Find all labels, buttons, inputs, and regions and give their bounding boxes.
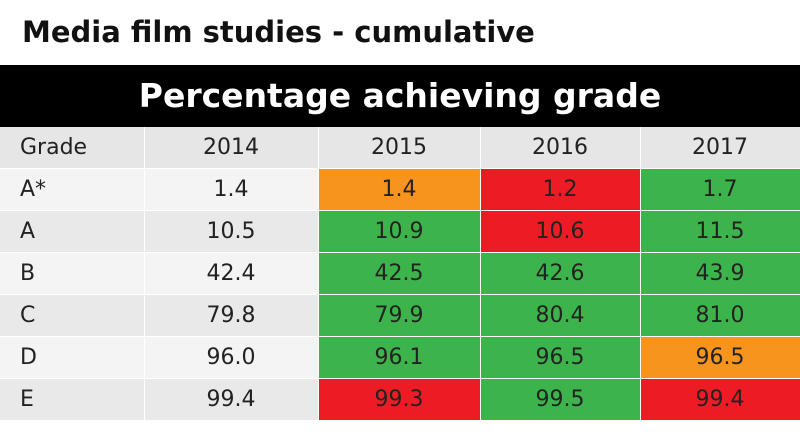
table-header-row: Grade 2014 2015 2016 2017	[0, 127, 800, 169]
value-cell: 99.3	[318, 378, 481, 421]
value-cell: 1.4	[144, 168, 319, 211]
value-cell: 96.5	[640, 336, 800, 379]
value-cell: 99.4	[640, 378, 800, 421]
table-row: A* 1.4 1.4 1.2 1.7	[0, 168, 800, 211]
table-row: D 96.0 96.1 96.5 96.5	[0, 336, 800, 379]
value-cell: 10.9	[318, 210, 481, 253]
value-cell: 96.0	[144, 336, 319, 379]
value-cell: 96.5	[480, 336, 641, 379]
table-row: E 99.4 99.3 99.5 99.4	[0, 378, 800, 421]
value-cell: 43.9	[640, 252, 800, 295]
grades-table: Grade 2014 2015 2016 2017 A* 1.4 1.4 1.2 1.7…	[0, 127, 800, 421]
value-cell: 42.6	[480, 252, 641, 295]
grade-cell: B	[0, 252, 145, 295]
value-cell: 1.2	[480, 168, 641, 211]
column-header-2014: 2014	[144, 127, 319, 169]
table-row: A 10.5 10.9 10.6 11.5	[0, 210, 800, 253]
value-cell: 10.5	[144, 210, 319, 253]
column-header-grade: Grade	[0, 127, 145, 169]
grade-cell: A	[0, 210, 145, 253]
value-cell: 42.4	[144, 252, 319, 295]
value-cell: 11.5	[640, 210, 800, 253]
value-cell: 42.5	[318, 252, 481, 295]
value-cell: 96.1	[318, 336, 481, 379]
value-cell: 1.7	[640, 168, 800, 211]
value-cell: 99.4	[144, 378, 319, 421]
page-title: Media film studies - cumulative	[22, 15, 535, 49]
value-cell: 79.9	[318, 294, 481, 337]
value-cell: 80.4	[480, 294, 641, 337]
column-header-2016: 2016	[480, 127, 641, 169]
column-header-2017: 2017	[640, 127, 800, 169]
grade-cell: A*	[0, 168, 145, 211]
value-cell: 10.6	[480, 210, 641, 253]
value-cell: 79.8	[144, 294, 319, 337]
value-cell: 99.5	[480, 378, 641, 421]
table-banner: Percentage achieving grade	[0, 65, 800, 127]
value-cell: 81.0	[640, 294, 800, 337]
table-row: C 79.8 79.9 80.4 81.0	[0, 294, 800, 337]
value-cell: 1.4	[318, 168, 481, 211]
grade-cell: D	[0, 336, 145, 379]
grade-cell: E	[0, 378, 145, 421]
column-header-2015: 2015	[318, 127, 481, 169]
table-row: B 42.4 42.5 42.6 43.9	[0, 252, 800, 295]
grade-cell: C	[0, 294, 145, 337]
